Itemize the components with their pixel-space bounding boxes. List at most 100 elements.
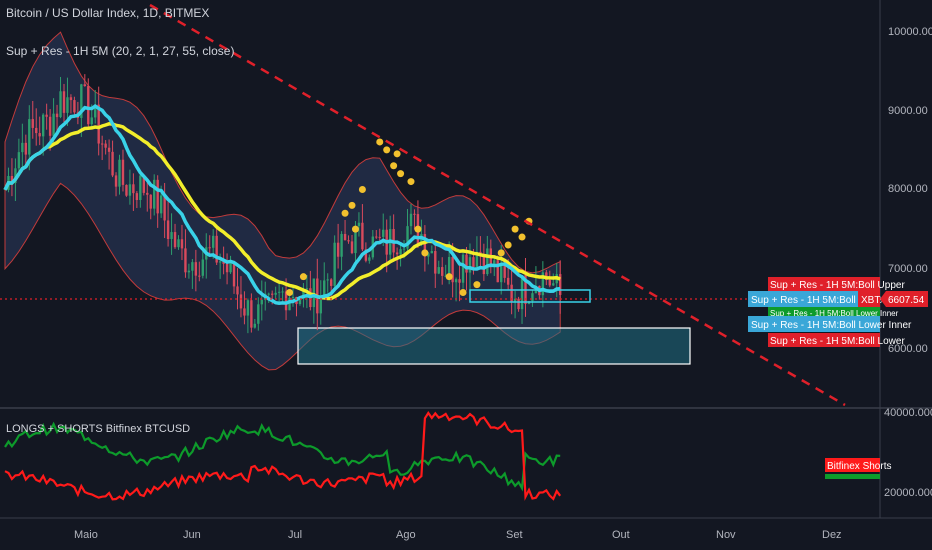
time-label: Out — [612, 529, 630, 541]
candle-body — [125, 184, 128, 196]
price-axis[interactable]: 10000.00 9000.00 8000.00 7000.00 6000.00 — [888, 26, 932, 355]
descending-trendline[interactable] — [149, 3, 846, 407]
price-tick-label: 9000.00 — [888, 105, 928, 117]
candle-body — [229, 263, 232, 273]
candle-body — [475, 251, 479, 267]
candle-body — [243, 308, 246, 316]
candle-body — [368, 257, 371, 261]
candle-body — [166, 220, 170, 239]
candle-body — [208, 247, 211, 249]
signal-dot — [511, 225, 519, 233]
bitfinex-longs-tag — [825, 474, 880, 479]
candle-body — [257, 304, 260, 324]
signal-dot — [393, 150, 401, 158]
candle-body — [90, 117, 93, 125]
bitfinex-shorts-tag[interactable] — [825, 458, 880, 472]
candle-body — [55, 113, 59, 118]
signal-dot — [286, 289, 294, 297]
candle-body — [319, 295, 322, 314]
candle-body — [35, 127, 38, 134]
support-zone-box[interactable] — [297, 327, 691, 365]
candle-body — [277, 291, 281, 293]
candle-body — [395, 252, 399, 255]
candle-body — [114, 175, 118, 187]
candle-body — [451, 256, 454, 283]
candle-body — [267, 293, 270, 295]
candle-body — [45, 114, 48, 117]
legend-tags[interactable]: Sup + Res - 1H 5M:Boll Upper Sup + Res -… — [748, 277, 912, 347]
candle-body — [73, 100, 76, 113]
candle-body — [146, 192, 149, 195]
candle-body — [270, 293, 274, 295]
candle-body — [482, 255, 486, 275]
candle-body — [52, 113, 55, 136]
candle-body — [260, 299, 263, 305]
candle-body — [541, 272, 545, 296]
candle-body — [444, 275, 447, 277]
time-axis[interactable]: Maio Jun Jul Ago Set Out Nov Dez — [74, 529, 842, 541]
candle-body — [548, 280, 551, 286]
candle-body — [441, 267, 444, 276]
candle-body — [513, 298, 517, 302]
candle-body — [517, 298, 520, 310]
candle-body — [281, 291, 284, 293]
candle-body — [274, 292, 277, 295]
symbol-tag — [858, 291, 880, 307]
lower-indicator-label: LONGS + SHORTS Bitfinex BTCUSD — [6, 423, 190, 435]
signal-dot — [421, 249, 429, 257]
candle-body — [454, 279, 458, 283]
signal-dot — [497, 249, 505, 257]
candle-body — [83, 84, 87, 87]
lower-tick-label: 40000.0000 — [884, 407, 932, 419]
candle-body — [17, 152, 21, 169]
candle-body — [80, 84, 83, 118]
candle-body — [312, 278, 316, 308]
tag-boll-lower-red — [768, 333, 880, 347]
candle-body — [100, 143, 104, 145]
candle-body — [215, 235, 218, 263]
upper-inner-box — [469, 289, 591, 303]
candle-body — [472, 257, 475, 267]
candle-body — [496, 260, 499, 283]
candle-body — [104, 143, 107, 148]
signal-dot — [358, 186, 366, 193]
candle-body — [10, 175, 14, 184]
tag-boll-lower-inner-blue — [748, 316, 880, 332]
tag-boll-upper-blue-text: Sup + Res - 1H 5M:Boll Upper — [751, 295, 886, 306]
candle-body — [156, 179, 159, 214]
cyan-moving-average — [3, 103, 561, 305]
tag-boll-upper-red-text: Sup + Res - 1H 5M:Boll Upper — [770, 280, 905, 291]
candle-body — [378, 236, 381, 238]
candle-body — [423, 234, 427, 257]
candle-body — [336, 242, 340, 257]
lower-axis[interactable]: 40000.0000 20000.0000 — [884, 407, 932, 499]
candle-body — [184, 248, 187, 273]
current-price-marker[interactable] — [880, 291, 928, 307]
candle-body — [447, 256, 451, 276]
tag-boll-mid-green — [768, 307, 880, 317]
candle-body — [305, 288, 309, 290]
candle-body — [340, 233, 343, 257]
candle-body — [406, 226, 409, 249]
candle-body — [236, 286, 239, 295]
candle-body — [302, 289, 305, 299]
current-price-value: 6607.54 — [888, 295, 925, 306]
candle-body — [465, 254, 468, 273]
candle-body — [375, 236, 378, 238]
candle-body — [177, 239, 180, 248]
candle-body — [128, 184, 132, 196]
time-label: Ago — [396, 529, 416, 541]
candle-body — [253, 323, 257, 328]
candle-body — [135, 193, 139, 201]
chart-title: Bitcoin / US Dollar Index, 1D, BITMEX — [6, 6, 209, 20]
candle-body — [506, 277, 510, 285]
candle-body — [153, 179, 156, 209]
candle-body — [187, 270, 191, 273]
candle-body — [430, 251, 434, 254]
candle-body — [132, 184, 135, 194]
signal-dots — [286, 138, 533, 297]
candle-body — [69, 97, 73, 101]
candle-body — [170, 232, 173, 239]
candle-body — [225, 263, 229, 273]
